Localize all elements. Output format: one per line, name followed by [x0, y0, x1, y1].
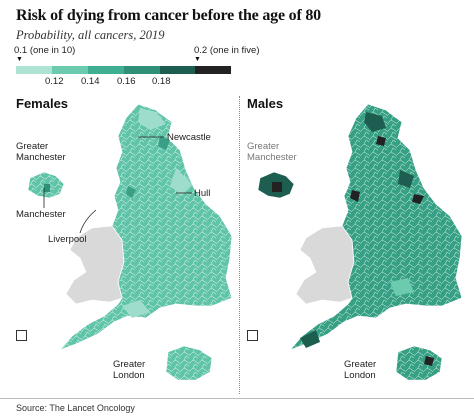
males-manchester-district: [272, 182, 282, 192]
legend-min-label: 0.1 (one in 10): [14, 45, 76, 56]
males-london-dark-district: [424, 356, 434, 366]
legend-tick-3: 0.16: [117, 76, 136, 87]
females-label-liverpool: Liverpool: [48, 234, 87, 245]
females-label-greater-london: Greater London: [113, 359, 146, 381]
source-note: Source: The Lancet Oncology: [16, 403, 135, 413]
females-panel-title: Females: [16, 96, 69, 111]
females-light-district-ne: [138, 108, 166, 130]
males-england-region: [289, 103, 463, 351]
legend-swatch-5: [160, 66, 195, 74]
females-light-district-sw: [122, 300, 150, 318]
males-label-greater-london: Greater London: [344, 359, 377, 381]
legend-color-bar: [16, 66, 231, 74]
chart-subtitle: Probability, all cancers, 2019: [16, 28, 165, 42]
legend-min-arrow: ▼: [16, 56, 23, 63]
legend-swatch-6: [195, 66, 231, 74]
males-black-district-nw: [350, 190, 360, 202]
females-wales-key-box: [16, 330, 27, 341]
males-label-greater-manchester: Greater Manchester: [247, 141, 297, 163]
legend-tick-4: 0.18: [152, 76, 171, 87]
females-manchester-district: [44, 184, 50, 192]
females-light-district-yorks: [170, 168, 192, 196]
legend-max-arrow: ▼: [194, 56, 201, 63]
legend-swatch-3: [88, 66, 124, 74]
males-greater-london-inset: [395, 345, 443, 381]
males-wales-region: [295, 225, 355, 305]
males-dark-district-yorks: [398, 170, 414, 188]
females-label-hull: Hull: [194, 188, 211, 199]
legend-swatch-1: [16, 66, 52, 74]
legend-max-label: 0.2 (one in five): [194, 45, 260, 56]
legend-swatch-4: [124, 66, 160, 74]
males-dark-district-sw: [300, 330, 320, 348]
females-label-newcastle: Newcastle: [167, 132, 211, 143]
males-dark-district-ne: [364, 112, 386, 132]
liverpool-leader-line: [79, 209, 97, 234]
males-dark-district-hull: [412, 194, 424, 204]
males-black-district-newcastle: [376, 136, 386, 146]
legend-swatch-2: [52, 66, 88, 74]
males-panel-title: Males: [247, 96, 284, 111]
females-dark-district-nw: [126, 186, 136, 198]
males-light-district-south: [390, 278, 414, 296]
legend-tick-1: 0.12: [45, 76, 64, 87]
females-greater-london-inset: [165, 345, 213, 381]
chart-title: Risk of dying from cancer before the age…: [16, 7, 321, 24]
females-england-region: [59, 103, 233, 351]
females-label-manchester: Manchester: [16, 209, 66, 220]
panel-divider: [239, 96, 240, 394]
females-dark-district-ne: [158, 136, 170, 150]
males-wales-key-box: [247, 330, 258, 341]
legend-tick-2: 0.14: [81, 76, 100, 87]
females-label-greater-manchester: Greater Manchester: [16, 141, 66, 163]
footer-rule: [0, 398, 474, 399]
